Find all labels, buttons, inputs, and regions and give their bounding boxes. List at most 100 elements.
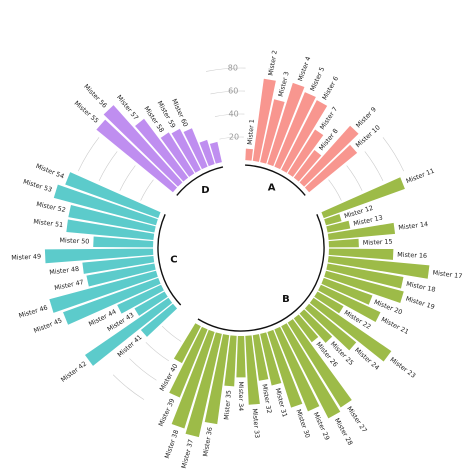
bar-label: Mister 17 — [432, 269, 463, 281]
bar-label: Mister 37 — [180, 438, 195, 469]
bar-label: Mister 27 — [345, 405, 368, 434]
bar-label: Mister 46 — [18, 303, 49, 319]
group-baseline — [157, 214, 182, 306]
bar — [199, 139, 215, 167]
bar — [274, 92, 316, 170]
bar — [293, 314, 319, 343]
bar — [185, 332, 222, 438]
bar — [328, 238, 359, 248]
bar — [314, 291, 344, 314]
bar — [299, 125, 359, 187]
bar-label: Mister 47 — [54, 278, 85, 292]
grid-arc — [206, 67, 246, 72]
bar — [287, 319, 352, 408]
grid-arc — [382, 137, 405, 172]
bar-label: Mister 53 — [22, 178, 53, 194]
bar — [169, 326, 208, 398]
bars-layer — [44, 78, 430, 438]
grid-arc — [145, 342, 169, 362]
grid-arc — [210, 90, 246, 95]
bar — [117, 284, 164, 314]
bar — [267, 329, 303, 408]
bar-label: Mister 11 — [405, 167, 436, 186]
bar — [326, 220, 351, 233]
bar-label: Mister 4 — [296, 55, 312, 82]
group-label: C — [170, 254, 177, 265]
grid-arc — [346, 165, 363, 191]
bar-label: Mister 18 — [405, 280, 436, 294]
bar-label: Mister 35 — [222, 390, 233, 420]
bar — [171, 329, 215, 429]
bar — [173, 323, 201, 364]
scale-tick-label: 40 — [229, 110, 239, 119]
grid-arc — [98, 151, 118, 182]
bar — [327, 222, 396, 240]
bar — [49, 270, 158, 313]
bar-label: Mister 19 — [405, 295, 436, 311]
bar — [299, 309, 333, 343]
bar-label: Mister 36 — [201, 426, 214, 457]
bar — [96, 119, 178, 193]
bar-label: Mister 14 — [398, 220, 429, 232]
grid-arc — [119, 165, 136, 191]
grid-arc — [364, 151, 384, 182]
scale-layer: 20 40 60 80 — [228, 64, 239, 142]
bar-label: Mister 42 — [59, 360, 88, 384]
bar — [204, 334, 230, 425]
scale-tick-label: 80 — [228, 64, 238, 73]
bar — [281, 323, 341, 419]
grid-arc — [140, 179, 154, 201]
bar-label: Mister 3 — [277, 71, 291, 98]
bar — [304, 303, 357, 351]
grid-arc — [328, 179, 342, 201]
bar — [103, 105, 183, 187]
scale-tick-label: 60 — [228, 87, 238, 96]
bar-label: Mister 38 — [163, 429, 180, 460]
bar — [68, 204, 156, 233]
bar — [224, 335, 237, 387]
bar — [260, 99, 285, 164]
groups-layer: A B C D — [157, 164, 325, 332]
bar — [252, 334, 269, 381]
group-label: B — [282, 294, 290, 305]
bar-label: Mister 6 — [321, 75, 341, 101]
bar — [93, 236, 154, 248]
group-baseline — [245, 164, 306, 196]
grid-layer — [77, 67, 405, 400]
bar-label: Mister 45 — [33, 316, 64, 335]
bar — [160, 132, 195, 177]
group-baseline — [197, 214, 325, 332]
bar-label: Mister 21 — [380, 315, 410, 336]
bar-label: Mister 16 — [397, 251, 427, 260]
bar — [135, 118, 189, 182]
bar — [304, 144, 358, 193]
bar-label: Mister 49 — [11, 252, 41, 261]
bar — [327, 256, 430, 279]
bar — [274, 326, 320, 412]
grid-arc — [214, 113, 245, 117]
bar — [86, 263, 156, 287]
bar — [82, 256, 155, 274]
bar — [63, 277, 161, 325]
bar-label: Mister 1 — [246, 119, 256, 145]
bar-label: Mister 54 — [35, 162, 66, 181]
group-label: A — [268, 182, 276, 193]
grid-arc — [219, 136, 244, 140]
bar — [252, 78, 276, 162]
bar-label: Mister 5 — [308, 66, 326, 93]
bar — [66, 219, 155, 240]
bar-label: Mister 32 — [260, 383, 273, 414]
bar — [134, 291, 168, 316]
scale-tick-label: 20 — [229, 133, 239, 142]
bar-label: Mister 28 — [333, 417, 355, 447]
bar-label: Mister 55 — [73, 99, 101, 125]
bar — [281, 100, 328, 173]
bar — [287, 129, 324, 177]
bar-label: Mister 52 — [36, 200, 67, 214]
bar — [209, 141, 222, 164]
grid-arc — [77, 137, 100, 172]
grid-arc — [129, 358, 157, 381]
bar — [53, 184, 158, 226]
bar — [318, 284, 381, 322]
